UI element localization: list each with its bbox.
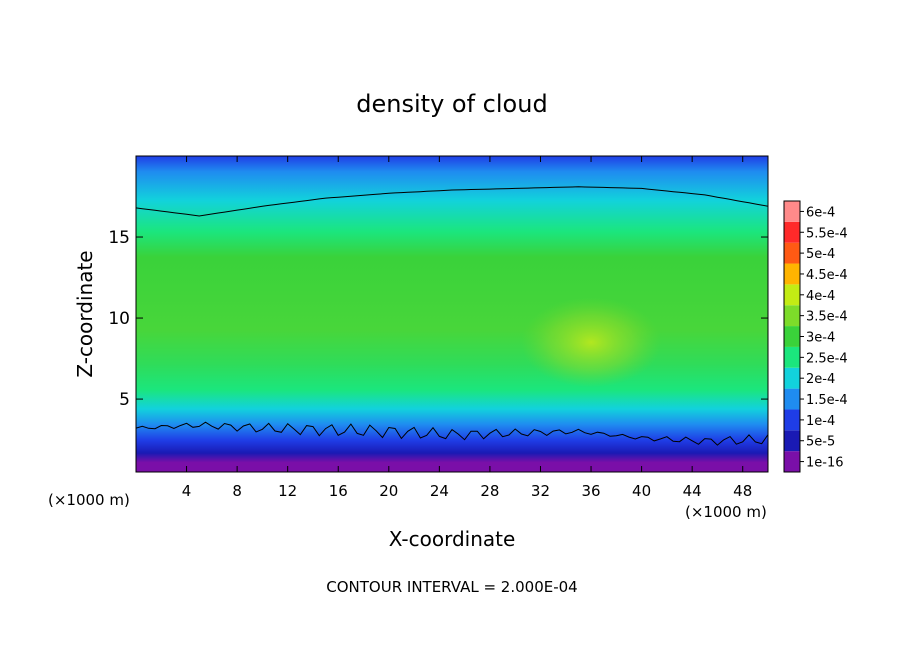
x-tick-label: 24: [430, 482, 449, 500]
y-axis-label: Z-coordinate: [73, 250, 97, 377]
x-axis-ticks: 4 8 12 16 20 24 28 32 36 40 44 48: [182, 156, 752, 500]
colorbar-frame: [783, 200, 801, 473]
x-tick-label: 28: [480, 482, 499, 500]
colorbar-swatch: [784, 326, 800, 347]
colorbar-swatch: [784, 201, 800, 222]
y-tick-label: 15: [108, 228, 130, 248]
x-unit-right: (×1000 m): [685, 503, 767, 521]
x-tick-label: 32: [531, 482, 550, 500]
colorbar-swatch: [784, 263, 800, 285]
x-tick-label: 44: [683, 482, 702, 500]
plot-field: [136, 156, 768, 472]
peak-region: [521, 297, 662, 388]
upper-contour: [136, 186, 768, 217]
colorbar-swatch: [784, 430, 800, 452]
x-tick-label: 20: [379, 482, 398, 500]
colorbar-swatch: [784, 221, 800, 243]
colorbar-swatch: [784, 451, 800, 472]
colorbar-label: 3.5e-4: [806, 310, 848, 325]
colorbar-label: 1.5e-4: [806, 393, 848, 408]
x-tick-label: 48: [733, 482, 752, 500]
colorbar-swatch: [784, 388, 800, 410]
x-tick-label: 12: [278, 482, 297, 500]
y-tick-label: 10: [108, 309, 130, 329]
colorbar-swatch: [784, 346, 800, 368]
colorbar-swatch: [784, 242, 800, 264]
colorbar-label: 4.5e-4: [806, 268, 848, 283]
colorbar-label: 3e-4: [806, 331, 835, 346]
x-tick-label: 8: [232, 482, 242, 500]
colorbar-swatch: [784, 367, 800, 389]
x-tick-label: 40: [632, 482, 651, 500]
colorbar-label: 6e-4: [806, 205, 835, 220]
colorbar-label: 1e-4: [806, 414, 835, 429]
y-axis-ticks: 5 10 15: [108, 228, 768, 410]
x-tick-label: 16: [329, 482, 348, 500]
x-tick-label: 4: [182, 482, 192, 500]
colorbar-label: 4e-4: [806, 289, 835, 304]
colorbar-legend: 1e-16 5e-5 1e-4 1.5e-4 2e-4 2.5e-4 3e-4 3.5e-4 4…: [783, 200, 848, 473]
colorbar-label: 5e-4: [806, 247, 835, 262]
colorbar-label: 2e-4: [806, 372, 835, 387]
colorbar-label: 1e-16: [806, 456, 844, 471]
colorbar-label: 5.5e-4: [806, 226, 848, 241]
colorbar-label: 5e-5: [806, 435, 835, 450]
field-background: [136, 156, 768, 472]
plot-frame: [135, 155, 769, 473]
chart-title: density of cloud: [356, 90, 547, 118]
lower-contour: [136, 421, 768, 446]
colorbar-label: 2.5e-4: [806, 351, 848, 366]
colorbar-swatch: [784, 409, 800, 431]
colorbar-swatch: [784, 284, 800, 306]
x-tick-label: 36: [581, 482, 600, 500]
colorbar-swatch: [784, 305, 800, 327]
contour-interval-note: CONTOUR INTERVAL = 2.000E-04: [326, 578, 577, 596]
x-unit-left: (×1000 m): [48, 491, 130, 509]
y-tick-label: 5: [119, 390, 130, 410]
x-axis-label: X-coordinate: [389, 527, 516, 551]
